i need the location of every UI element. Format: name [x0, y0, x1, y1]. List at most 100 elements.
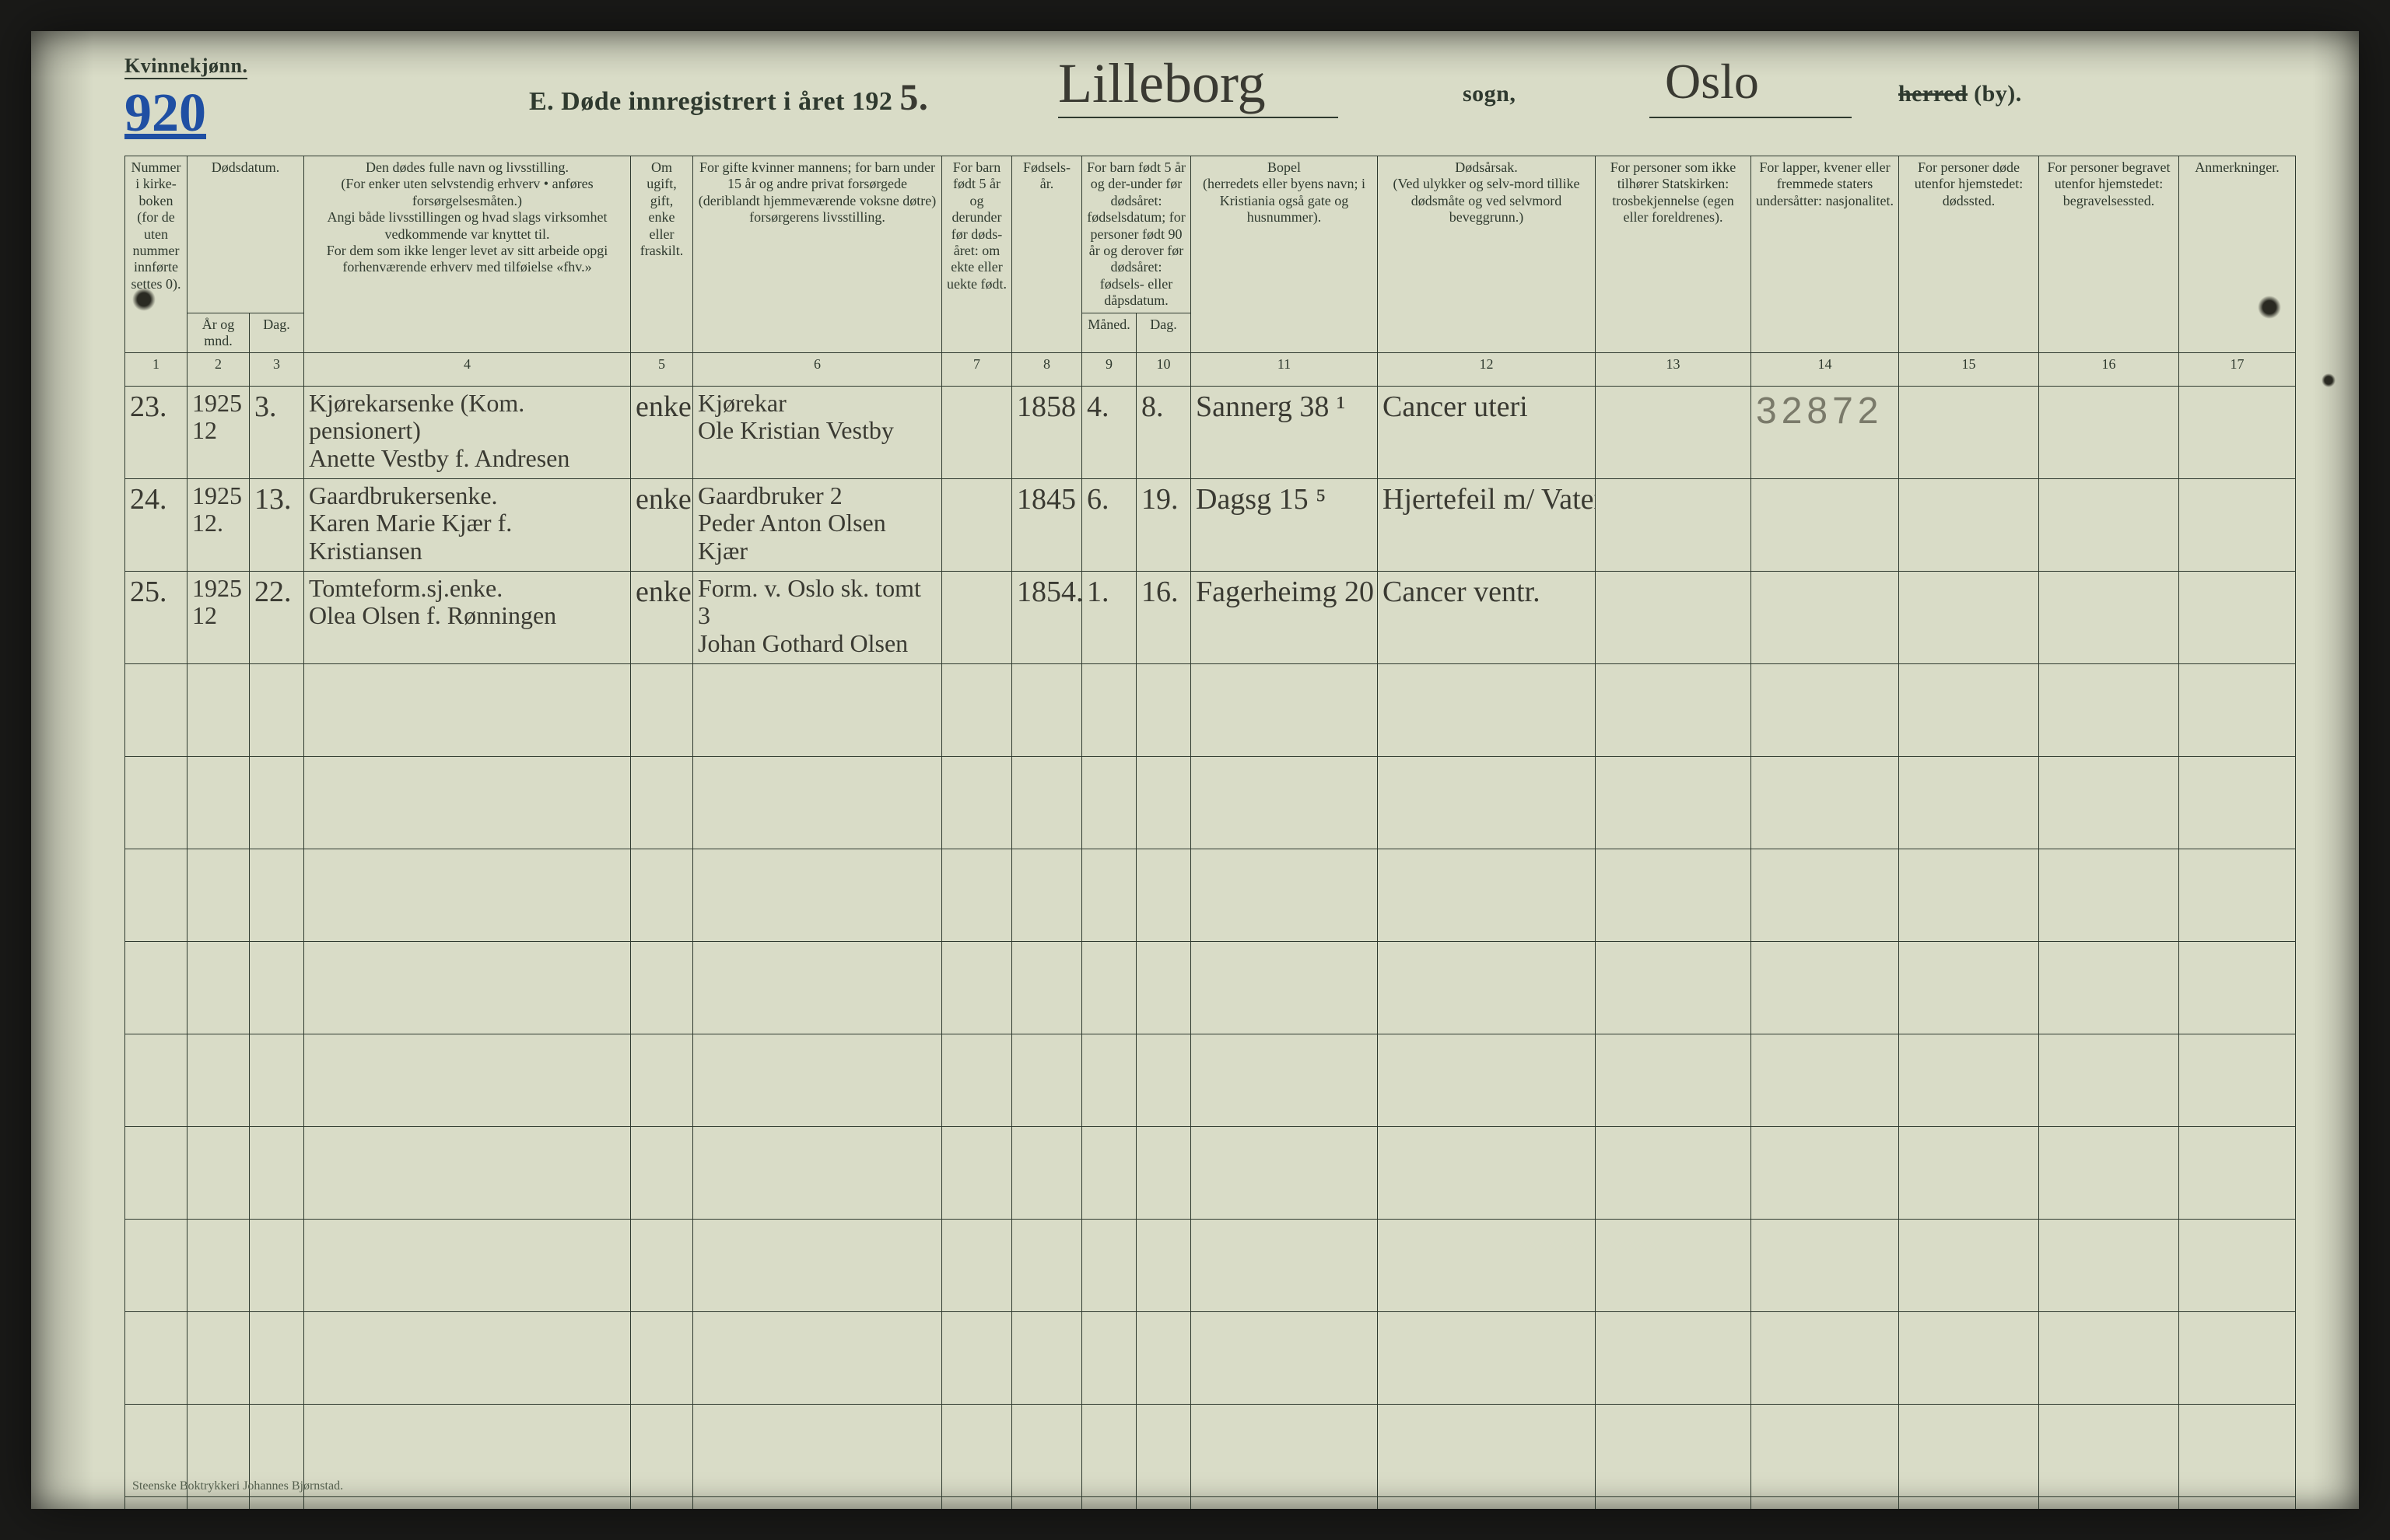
blank-cell: [1378, 1034, 1596, 1127]
blank-cell: [693, 664, 942, 757]
blank-cell: [693, 1405, 942, 1497]
cell: 8.: [1137, 387, 1191, 479]
col-7-text: For barn født 5 år og derunder før døds-…: [947, 159, 1007, 292]
blank-cell: [1596, 849, 1751, 942]
col-5-header: Om ugift, gift, enke eller fraskilt.: [631, 156, 693, 353]
cell: 22.: [250, 572, 304, 664]
header-row: Nummer i kirke-boken (for de uten nummer…: [125, 156, 2296, 313]
cell: 32872: [1751, 387, 1899, 479]
parish-underline: [1058, 104, 1338, 118]
blank-cell: [631, 1220, 693, 1312]
blank-cell: [1012, 1312, 1082, 1405]
col-7-header: For barn født 5 år og derunder før døds-…: [942, 156, 1012, 353]
colnum-cell: 9: [1082, 353, 1137, 387]
colnum-cell: 15: [1899, 353, 2039, 387]
blank-cell: [1751, 664, 1899, 757]
blank-cell: [942, 849, 1012, 942]
blank-cell: [1082, 849, 1137, 942]
herred-struck: herred: [1898, 81, 1968, 107]
cell: enke: [631, 479, 693, 572]
col-9-top-text: For barn født 5 år og der-under før døds…: [1087, 159, 1186, 308]
blank-cell: [2179, 942, 2296, 1034]
cell: 25.: [125, 572, 187, 664]
col-14-header: For lapper, kvener eller fremmede stater…: [1751, 156, 1899, 353]
blank-cell: [1191, 942, 1378, 1034]
blank-cell: [693, 1034, 942, 1127]
blank-cell: [1137, 1034, 1191, 1127]
col-2-sub: År og mnd.: [187, 313, 250, 353]
cell: [2179, 387, 2296, 479]
blank-cell: [187, 1127, 250, 1220]
blank-cell: [2179, 1127, 2296, 1220]
dag2-label: Dag.: [1150, 317, 1177, 332]
col-17-header: Anmerkninger.: [2179, 156, 2296, 353]
shadow-right: [2312, 31, 2359, 1509]
blank-cell: [631, 664, 693, 757]
blank-cell: [1899, 1405, 2039, 1497]
blank-cell: [942, 757, 1012, 849]
blank-cell: [1751, 1127, 1899, 1220]
ink-stain-3: [2322, 373, 2336, 387]
blank-cell: [1137, 664, 1191, 757]
cell: 1845: [1012, 479, 1082, 572]
cell: [2039, 572, 2179, 664]
col-5-text: Om ugift, gift, enke eller fraskilt.: [640, 159, 684, 258]
blank-cell: [1137, 1497, 1191, 1509]
blank-cell: [1191, 757, 1378, 849]
blank-cell: [125, 1220, 187, 1312]
blank-cell: [942, 1127, 1012, 1220]
blank-cell: [1751, 1312, 1899, 1405]
blank-cell: [1899, 1220, 2039, 1312]
colnum-cell: 11: [1191, 353, 1378, 387]
cell: 3.: [250, 387, 304, 479]
year-suffix-hand: 5.: [899, 77, 928, 118]
blank-cell: [693, 1220, 942, 1312]
blank-cell: [942, 1034, 1012, 1127]
blank-cell: [2179, 1034, 2296, 1127]
blank-cell: [1082, 1405, 1137, 1497]
table-row: 24.1925 12.13.Gaardbrukersenke. Karen Ma…: [125, 479, 2296, 572]
colnum-cell: 1: [125, 353, 187, 387]
cell: 1858: [1012, 387, 1082, 479]
cell: 19.: [1137, 479, 1191, 572]
blank-cell: [2039, 1312, 2179, 1405]
printer-imprint: Steenske Boktrykkeri Johannes Bjørnstad.: [132, 1479, 343, 1493]
table-head: Nummer i kirke-boken (for de uten nummer…: [125, 156, 2296, 353]
blank-cell: [942, 1405, 1012, 1497]
blank-cell: [1751, 1405, 1899, 1497]
blank-cell: [693, 1127, 942, 1220]
blank-cell: [2039, 1127, 2179, 1220]
blank-cell: [1137, 849, 1191, 942]
blank-cell: [631, 1312, 693, 1405]
blank-cell: [304, 1405, 631, 1497]
cell: Tomteform.sj.enke. Olea Olsen f. Rønning…: [304, 572, 631, 664]
col-1-header: Nummer i kirke-boken (for de uten nummer…: [125, 156, 187, 353]
cell: [1751, 479, 1899, 572]
blank-cell: [1378, 1220, 1596, 1312]
blank-cell: [125, 1312, 187, 1405]
blank-cell: [1012, 664, 1082, 757]
colnum-cell: 6: [693, 353, 942, 387]
blank-cell: [1082, 1497, 1137, 1509]
blank-cell: [1137, 1405, 1191, 1497]
cell: [1596, 572, 1751, 664]
blank-cell: [1191, 1220, 1378, 1312]
cell: 13.: [250, 479, 304, 572]
blank-cell: [2039, 849, 2179, 942]
blank-cell: [1137, 757, 1191, 849]
blank-cell: [693, 942, 942, 1034]
colnum-cell: 2: [187, 353, 250, 387]
blank-row: [125, 664, 2296, 757]
cell: 16.: [1137, 572, 1191, 664]
blank-cell: [1751, 757, 1899, 849]
blank-cell: [2179, 1312, 2296, 1405]
colnum-cell: 13: [1596, 353, 1751, 387]
cell: 1925 12: [187, 387, 250, 479]
blank-row: [125, 1312, 2296, 1405]
blank-cell: [1596, 1127, 1751, 1220]
blank-cell: [304, 664, 631, 757]
pencil-annotation: 32872: [1756, 390, 1883, 432]
cell: 4.: [1082, 387, 1137, 479]
blank-cell: [125, 942, 187, 1034]
blank-cell: [1596, 1497, 1751, 1509]
